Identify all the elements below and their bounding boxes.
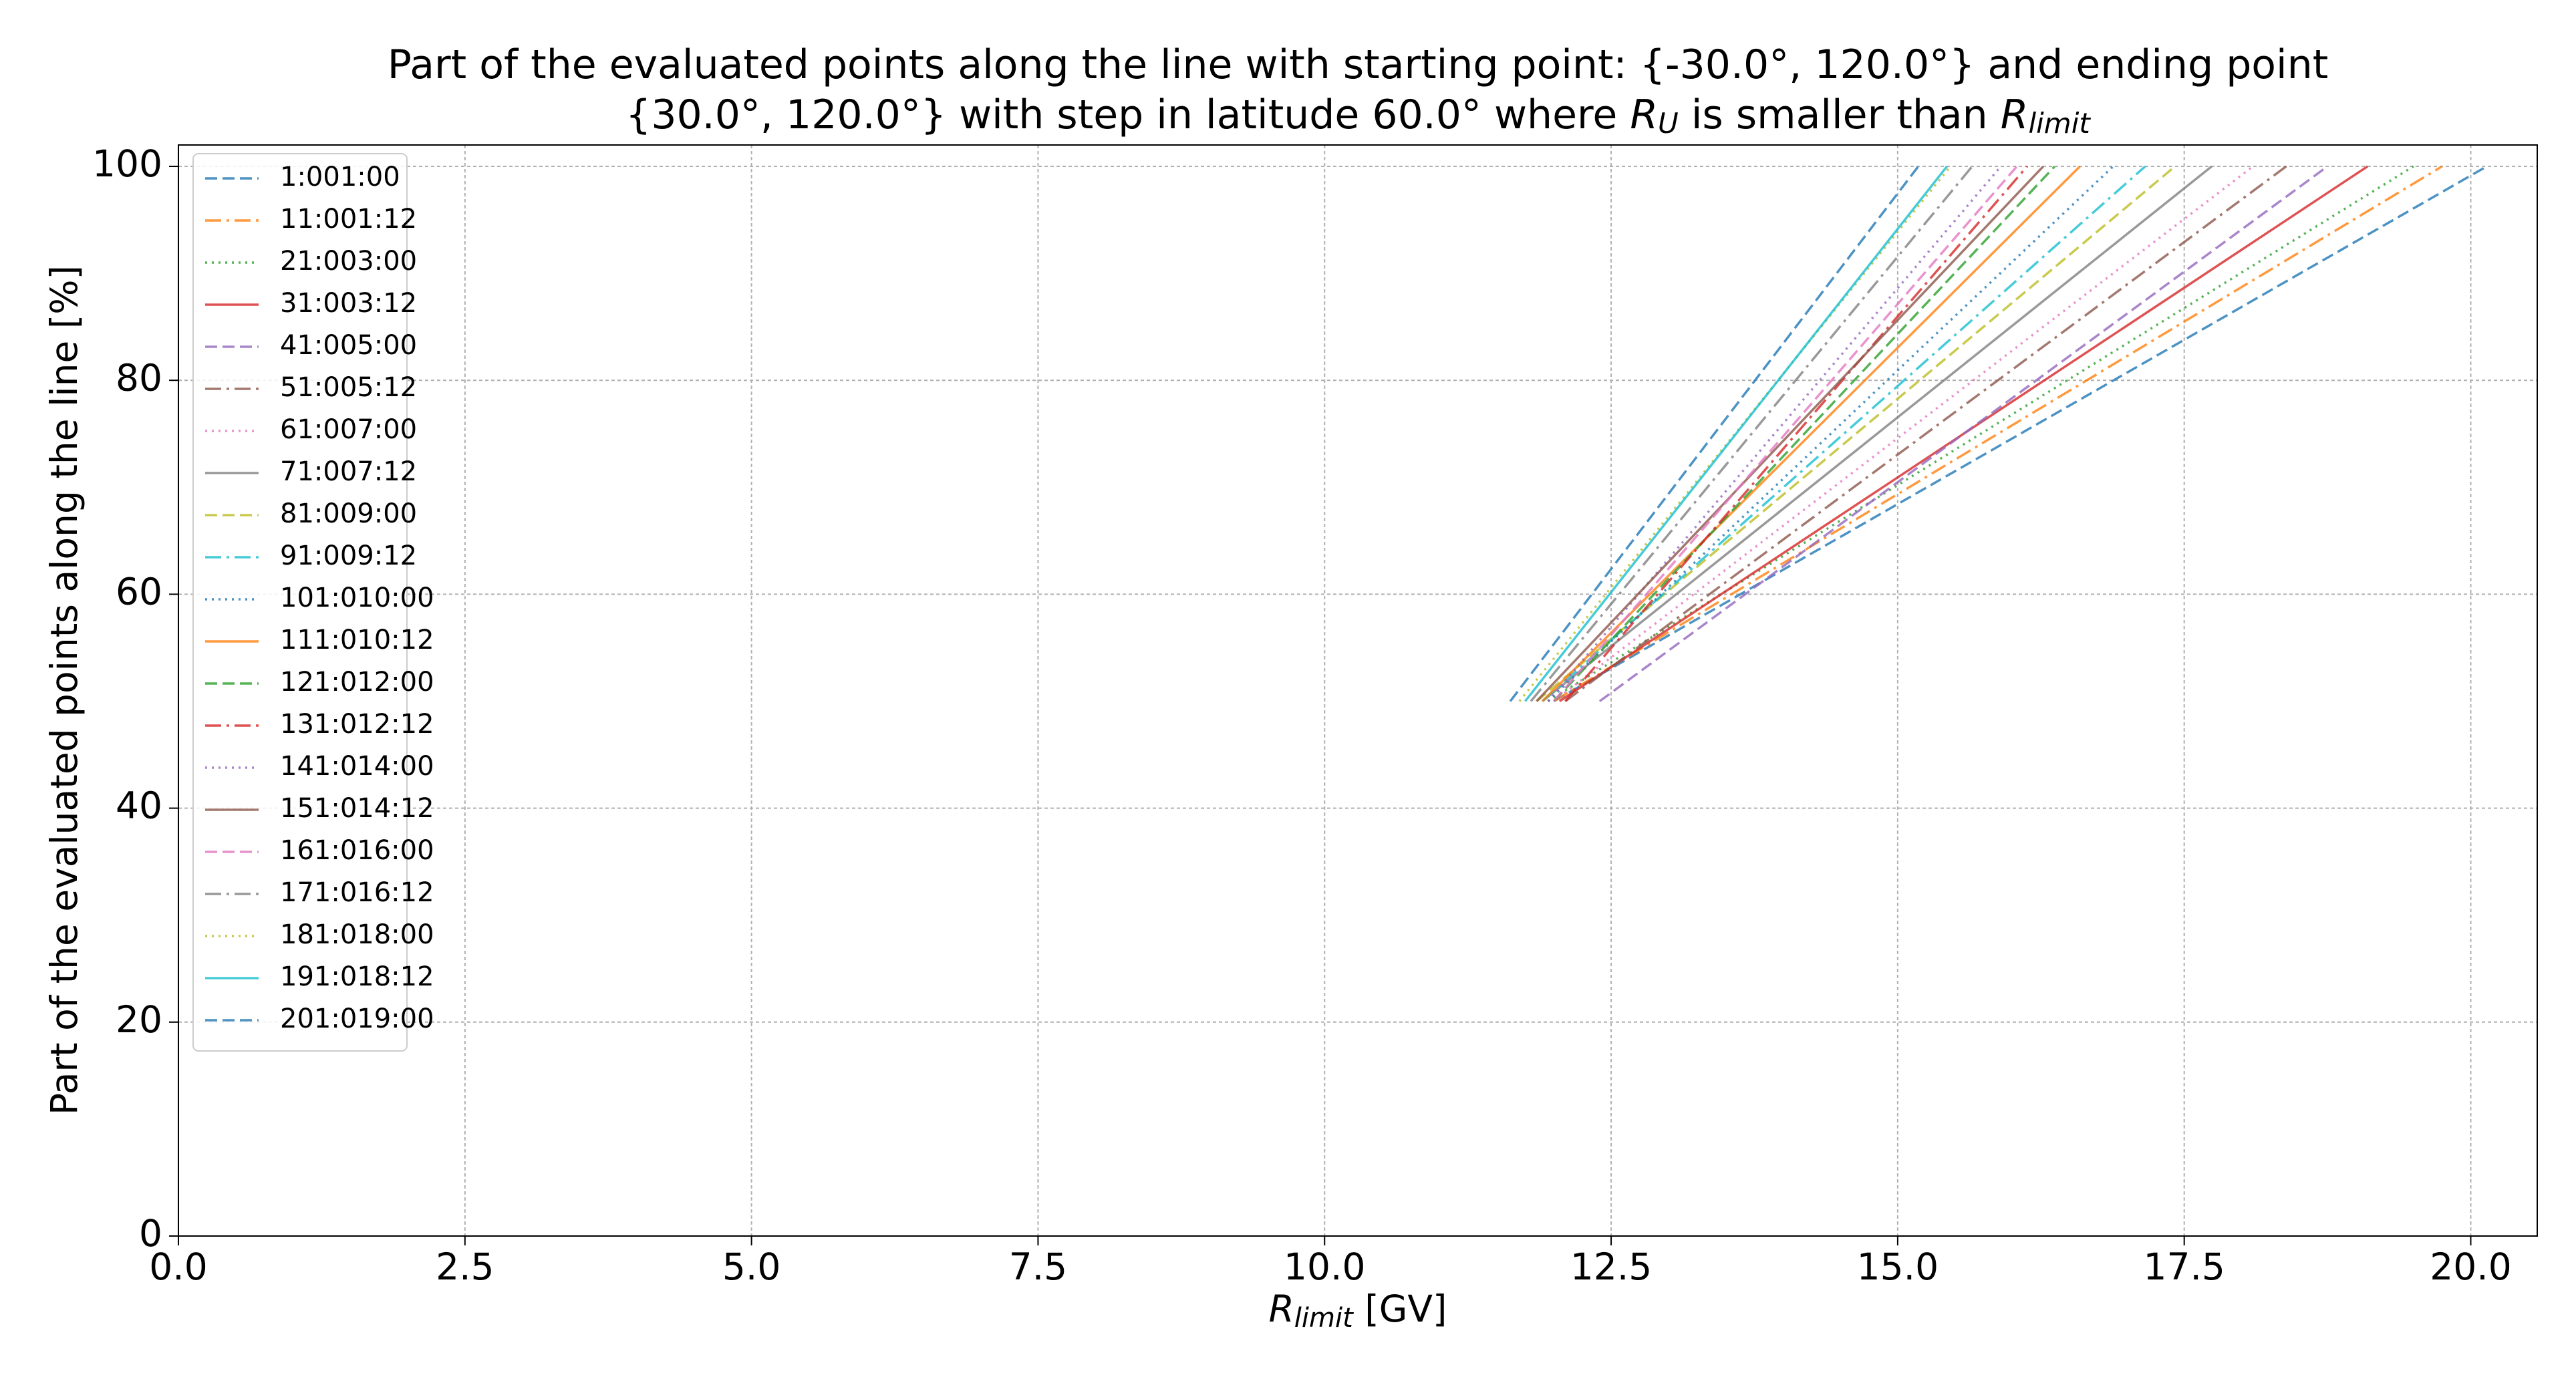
series-line xyxy=(1558,165,2369,702)
legend-label: 161:016:00 xyxy=(280,835,434,866)
series-line xyxy=(1564,165,2029,702)
x-label-symbol: R xyxy=(1269,1287,1294,1330)
title-text: is smaller than xyxy=(1679,92,2001,138)
x-tick-label: 15.0 xyxy=(1857,1245,1939,1288)
legend-label: 81:009:00 xyxy=(280,498,417,529)
legend-label: 141:014:00 xyxy=(280,751,434,782)
legend-label: 101:010:00 xyxy=(280,583,434,613)
y-axis-label: Part of the evaluated points along the l… xyxy=(43,265,86,1115)
legend-label: 21:003:00 xyxy=(280,246,417,277)
legend-label: 121:012:00 xyxy=(280,667,434,698)
legend-label: 61:007:00 xyxy=(280,414,417,445)
legend-label: 151:014:12 xyxy=(280,793,434,824)
legend-label: 91:009:12 xyxy=(280,541,417,571)
title-symbol: R xyxy=(2001,92,2029,138)
legend-label: 111:010:12 xyxy=(280,625,434,655)
x-tick-label: 20.0 xyxy=(2430,1245,2511,1288)
y-tick-label: 80 xyxy=(116,356,162,399)
series-line xyxy=(1530,165,1973,702)
legend-label: 191:018:12 xyxy=(280,961,434,992)
series-line xyxy=(1553,165,2488,703)
x-tick-label: 5.0 xyxy=(722,1245,780,1288)
series-line xyxy=(1564,165,2287,702)
series-line xyxy=(1553,165,2254,702)
series-line xyxy=(1536,165,2044,702)
legend: 1:001:00 11:001:12 21:003:00 31:003:12 41:00… xyxy=(192,153,434,1052)
title-subscript: U xyxy=(1658,107,1679,140)
x-tick-label: 2.5 xyxy=(436,1245,494,1288)
legend-label: 11:001:12 xyxy=(280,204,417,235)
legend-label: 51:005:12 xyxy=(280,372,417,403)
x-tick-label: 17.5 xyxy=(2143,1245,2225,1288)
legend-label: 71:007:12 xyxy=(280,456,417,487)
series-line xyxy=(1541,165,2146,702)
series-line xyxy=(1542,165,2212,702)
title-symbol: R xyxy=(1630,92,1658,138)
series-line xyxy=(1541,165,2081,702)
x-tick-label: 10.0 xyxy=(1284,1245,1365,1288)
x-label-text: [GV] xyxy=(1353,1287,1447,1330)
x-axis-label: Rlimit [GV] xyxy=(1269,1287,1447,1334)
title-text: Part of the evaluated points along the l… xyxy=(388,41,2329,88)
series-line xyxy=(1547,165,2414,702)
y-tick-label: 100 xyxy=(92,142,162,185)
series-line xyxy=(1524,165,1949,702)
legend-label: 181:018:00 xyxy=(280,919,434,950)
legend-box xyxy=(192,153,408,1052)
x-tick-label: 7.5 xyxy=(1009,1245,1067,1288)
grid xyxy=(178,145,2537,1237)
series-line xyxy=(1598,165,2329,702)
series-line xyxy=(1518,165,1952,702)
series-line xyxy=(1509,165,1920,702)
legend-label: 171:016:12 xyxy=(280,877,434,908)
y-tick-label: 60 xyxy=(116,571,162,613)
series-line xyxy=(1547,165,2114,702)
legend-label: 131:012:12 xyxy=(280,709,434,740)
legend-label: 1:001:00 xyxy=(280,162,400,192)
title-subscript: limit xyxy=(2028,107,2091,140)
y-tick-label: 20 xyxy=(116,998,162,1041)
plot-lines xyxy=(1509,165,2488,703)
legend-label: 31:003:12 xyxy=(280,288,417,319)
x-tick-label: 0.0 xyxy=(149,1245,207,1288)
legend-label: 41:005:00 xyxy=(280,330,417,361)
title-text: {30.0°, 120.0°} with step in latitude 60… xyxy=(625,92,1630,138)
series-line xyxy=(1553,165,2056,702)
x-label-subscript: limit xyxy=(1294,1303,1354,1334)
legend-label: 201:019:00 xyxy=(280,1004,434,1034)
chart-title: {30.0°, 120.0°} with step in latitude 60… xyxy=(625,92,2091,140)
plot-frame xyxy=(178,144,2538,1237)
y-tick-label: 0 xyxy=(139,1212,162,1255)
chart-title: Part of the evaluated points along the l… xyxy=(388,41,2329,88)
series-line xyxy=(1552,165,2018,702)
series-line xyxy=(1553,165,2443,703)
y-tick-label: 40 xyxy=(116,784,162,827)
series-line xyxy=(1547,165,2002,702)
x-tick-label: 12.5 xyxy=(1570,1245,1652,1288)
axes: 0.0 2.5 5.0 7.5 10.0 12.5 15.0 17.5 20.0 0 20 40 60 8… xyxy=(92,142,2538,1288)
